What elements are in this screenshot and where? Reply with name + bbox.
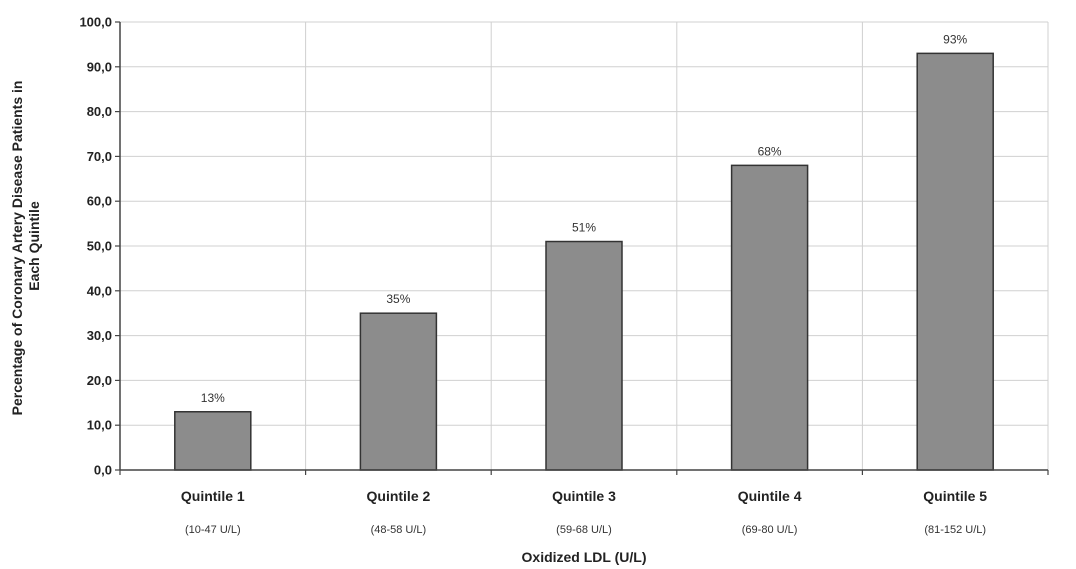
bar-1 xyxy=(174,411,252,471)
category-range-label: (81-152 U/L) xyxy=(924,524,986,536)
y-axis-title-line-1: Percentage of Coronary Artery Disease Pa… xyxy=(9,81,25,416)
y-axis-title-line-2: Each Quintile xyxy=(26,201,42,291)
data-label: 93% xyxy=(943,32,967,46)
data-label: 35% xyxy=(386,292,410,306)
category-range-label: (59-68 U/L) xyxy=(556,524,612,536)
bar-4 xyxy=(730,164,809,471)
y-tick-label: 90,0 xyxy=(87,59,112,74)
y-tick-label: 70,0 xyxy=(87,149,112,164)
y-axis-title: Percentage of Coronary Artery Disease Pa… xyxy=(9,77,42,416)
data-label: 13% xyxy=(201,391,225,405)
y-tick-label: 0,0 xyxy=(94,463,112,478)
y-tick-label: 60,0 xyxy=(87,194,112,209)
category-label: Quintile 3 xyxy=(552,488,616,504)
bars: 13% 35% 51% 68% 93% xyxy=(174,32,994,471)
category-label: Quintile 2 xyxy=(367,488,431,504)
y-tick-label: 50,0 xyxy=(87,239,112,254)
y-tick-label: 10,0 xyxy=(87,418,112,433)
category-range-label: (10-47 U/L) xyxy=(185,524,241,536)
bar-3 xyxy=(545,240,623,471)
category-label: Quintile 4 xyxy=(738,488,802,504)
x-axis-title: Oxidized LDL (U/L) xyxy=(522,549,647,565)
y-tick-label: 30,0 xyxy=(87,328,112,343)
x-axis-labels: Quintile 1 (10-47 U/L) Quintile 2 (48-58 U/… xyxy=(119,470,1049,536)
category-label: Quintile 1 xyxy=(181,488,245,504)
bar-5 xyxy=(916,52,994,471)
y-tick-label: 40,0 xyxy=(87,283,112,298)
category-range-label: (69-80 U/L) xyxy=(742,524,798,536)
data-label: 51% xyxy=(572,221,596,235)
y-axis-ticks: 0,0 10,0 20,0 30,0 40,0 50,0 60,0 70,0 80,0 90,0 1… xyxy=(79,15,120,478)
category-range-label: (48-58 U/L) xyxy=(371,524,427,536)
y-tick-label: 20,0 xyxy=(87,373,112,388)
bar-2 xyxy=(359,312,438,471)
data-label: 68% xyxy=(758,144,782,158)
category-label: Quintile 5 xyxy=(923,488,987,504)
y-tick-label: 100,0 xyxy=(79,15,112,30)
y-tick-label: 80,0 xyxy=(87,104,112,119)
